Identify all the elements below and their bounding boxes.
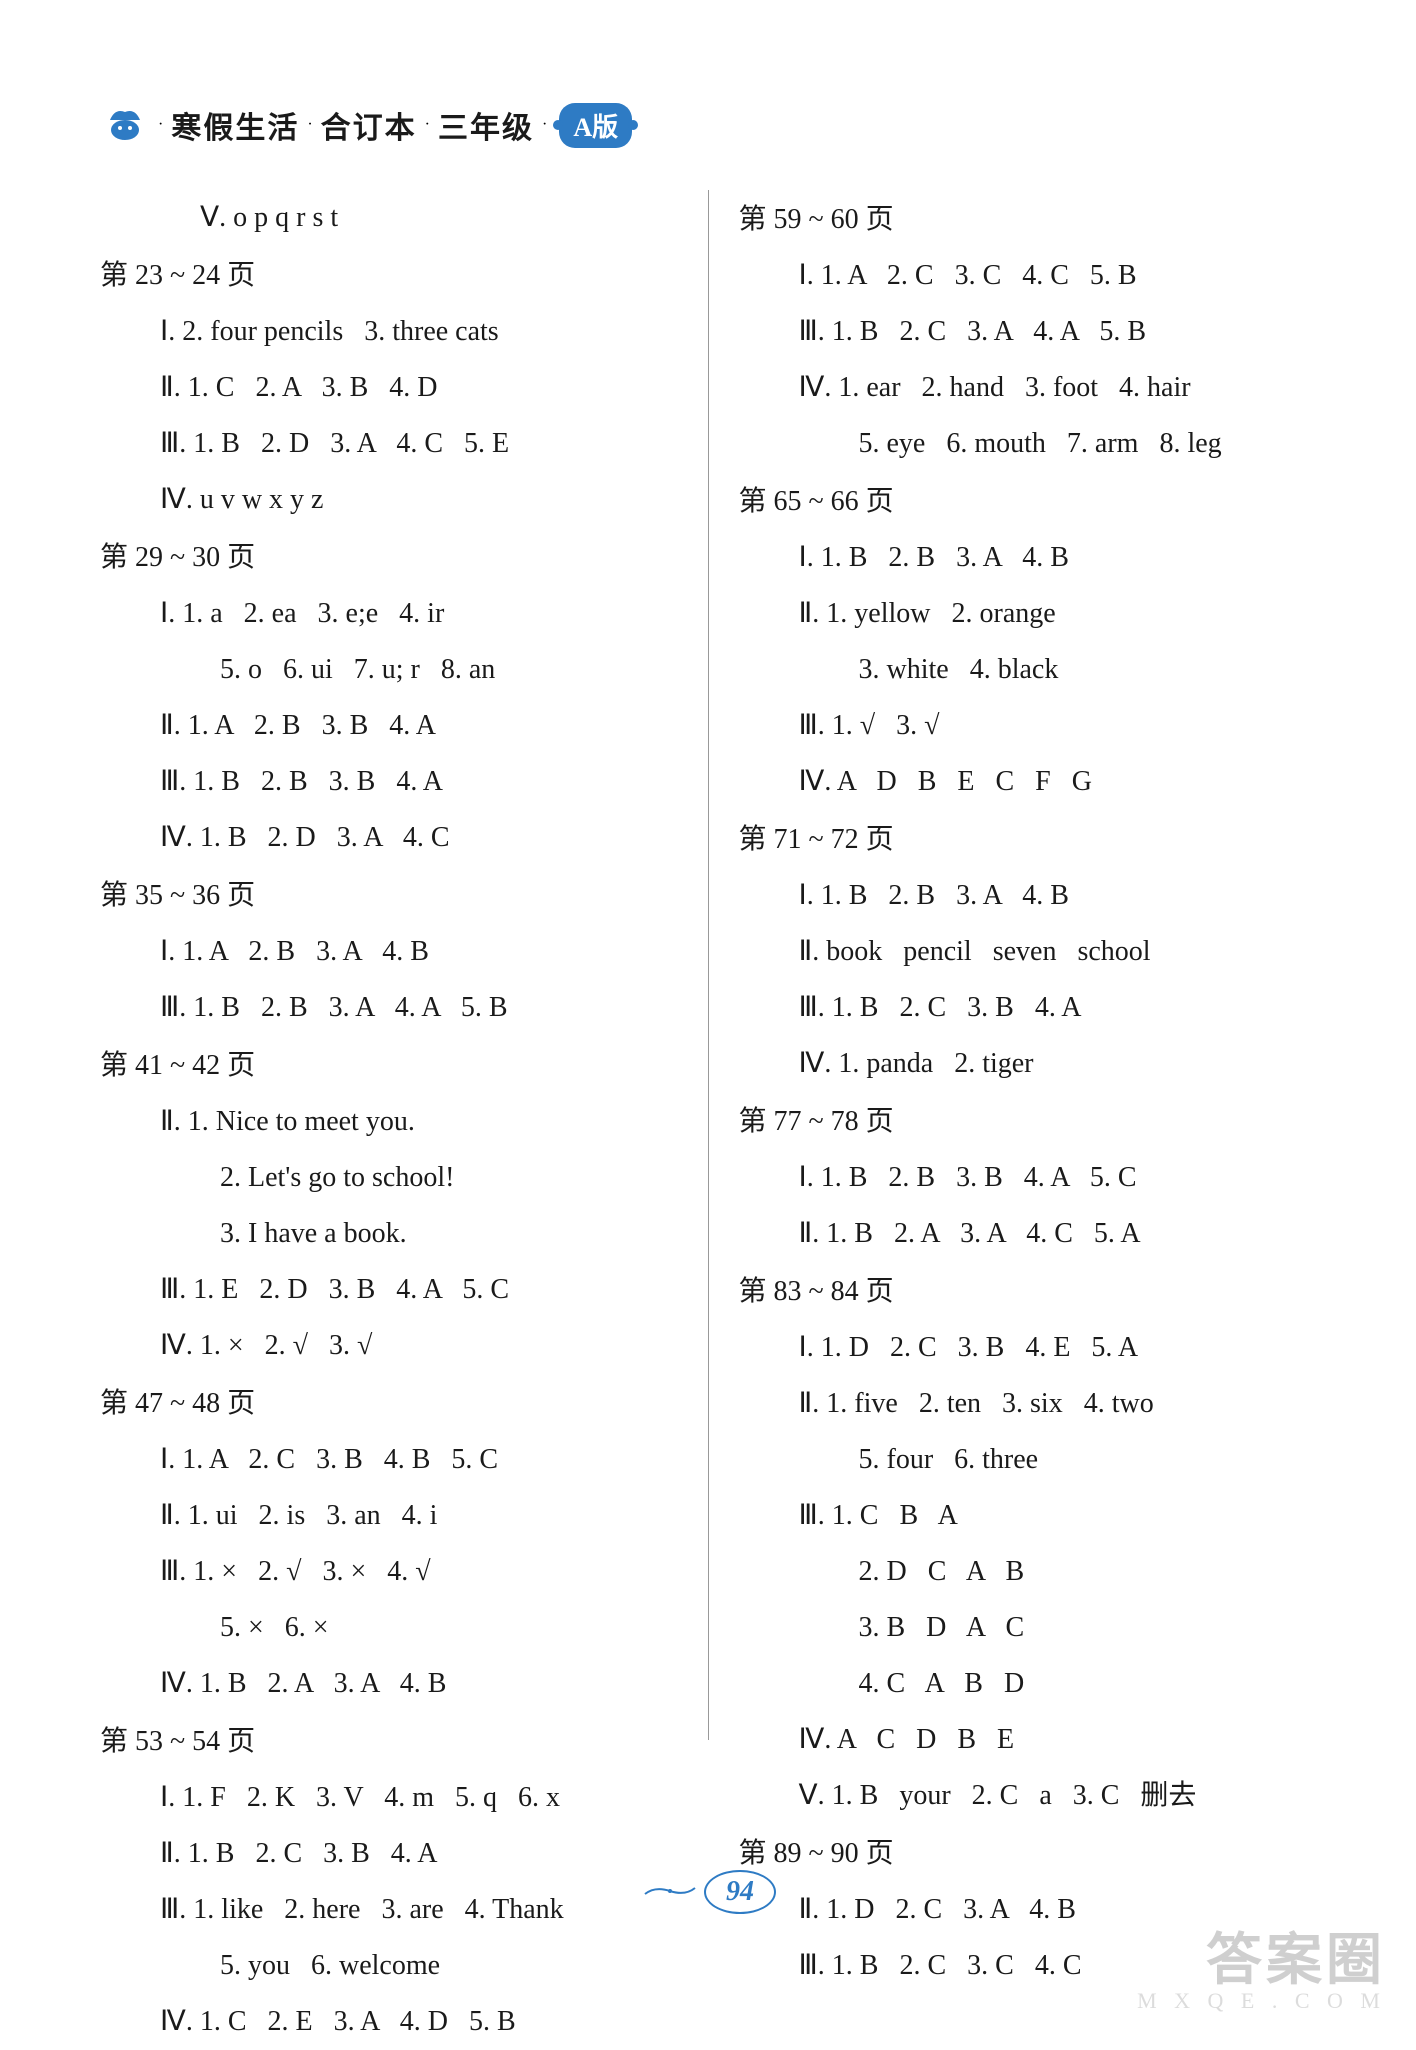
answer-line-continuation: 5. × 6. × (100, 1600, 678, 1656)
answer-line: Ⅲ. 1. like 2. here 3. are 4. Thank (100, 1882, 678, 1938)
page-number-ornament-icon (640, 1884, 700, 1898)
header-badge: A版 (559, 103, 632, 148)
section-heading: 第 53 ~ 54 页 (100, 1714, 678, 1770)
answer-line: Ⅳ. 1. B 2. A 3. A 4. B (100, 1656, 678, 1712)
answer-line: Ⅲ. 1. B 2. B 3. B 4. A (100, 754, 678, 810)
answer-line: Ⅳ. A C D B E (739, 1712, 1317, 1768)
answer-line: Ⅰ. 2. four pencils 3. three cats (100, 304, 678, 360)
answer-line: Ⅲ. 1. B 2. C 3. A 4. A 5. B (739, 304, 1317, 360)
page-number: 94 (704, 1870, 776, 1914)
answer-line-continuation: 3. I have a book. (100, 1206, 678, 1262)
section-heading: 第 41 ~ 42 页 (100, 1038, 678, 1094)
watermark: 答案圈 M X Q E . C O M (1137, 1915, 1386, 2014)
header-dot-2: · (307, 116, 312, 134)
answer-line: Ⅳ. 1. ear 2. hand 3. foot 4. hair (739, 360, 1317, 416)
answer-line: Ⅱ. 1. Nice to meet you. (100, 1094, 678, 1150)
answer-line: Ⅳ. 1. panda 2. tiger (739, 1036, 1317, 1092)
section-heading: 第 83 ~ 84 页 (739, 1264, 1317, 1320)
answer-line: Ⅲ. 1. E 2. D 3. B 4. A 5. C (100, 1262, 678, 1318)
header-title-1: 寒假生活 (171, 103, 299, 147)
answer-line: Ⅲ. 1. B 2. D 3. A 4. C 5. E (100, 416, 678, 472)
section-heading: 第 89 ~ 90 页 (739, 1826, 1317, 1882)
answer-line: Ⅱ. 1. five 2. ten 3. six 4. two (739, 1376, 1317, 1432)
answer-line-continuation: 5. you 6. welcome (100, 1938, 678, 1994)
answer-line-continuation: 3. white 4. black (739, 642, 1317, 698)
answer-line: Ⅰ. 1. A 2. B 3. A 4. B (100, 924, 678, 980)
answer-line: Ⅱ. 1. A 2. B 3. B 4. A (100, 698, 678, 754)
answer-line: Ⅰ. 1. B 2. B 3. B 4. A 5. C (739, 1150, 1317, 1206)
answer-line: Ⅱ. book pencil seven school (739, 924, 1317, 980)
answer-line: Ⅱ. 1. B 2. A 3. A 4. C 5. A (739, 1206, 1317, 1262)
content-columns: Ⅴ. o p q r s t第 23 ~ 24 页Ⅰ. 2. four penc… (100, 190, 1316, 1740)
header-icon (100, 100, 150, 150)
answer-line-continuation: 3. B D A C (739, 1600, 1317, 1656)
answer-line: Ⅳ. 1. × 2. √ 3. √ (100, 1318, 678, 1374)
header-dot-1: · (158, 116, 163, 134)
answer-line: Ⅳ. u v w x y z (100, 472, 678, 528)
answer-line-continuation: 2. Let's go to school! (100, 1150, 678, 1206)
section-heading: 第 65 ~ 66 页 (739, 474, 1317, 530)
answer-line: Ⅳ. A D B E C F G (739, 754, 1317, 810)
section-heading: 第 77 ~ 78 页 (739, 1094, 1317, 1150)
page-container: · 寒假生活 · 合订本 · 三年级 · A版 Ⅴ. o p q r s t第 … (0, 0, 1416, 2034)
header-dot-4: · (542, 116, 547, 134)
answer-line: Ⅰ. 1. A 2. C 3. B 4. B 5. C (100, 1432, 678, 1488)
section-heading: 第 71 ~ 72 页 (739, 812, 1317, 868)
answer-line: Ⅱ. 1. yellow 2. orange (739, 586, 1317, 642)
answer-line: Ⅰ. 1. a 2. ea 3. e;e 4. ir (100, 586, 678, 642)
answer-line: Ⅰ. 1. B 2. B 3. A 4. B (739, 530, 1317, 586)
answer-line: Ⅱ. 1. B 2. C 3. B 4. A (100, 1826, 678, 1882)
answer-line: Ⅲ. 1. B 2. B 3. A 4. A 5. B (100, 980, 678, 1036)
answer-line-continuation: 5. four 6. three (739, 1432, 1317, 1488)
answer-line: Ⅰ. 1. A 2. C 3. C 4. C 5. B (739, 248, 1317, 304)
header-title-2: 合订本 (321, 103, 417, 147)
watermark-sub: M X Q E . C O M (1137, 1988, 1386, 2014)
answer-line-continuation: 2. D C A B (739, 1544, 1317, 1600)
section-heading: 第 23 ~ 24 页 (100, 248, 678, 304)
answer-line: Ⅴ. 1. B your 2. C a 3. C 删去 (739, 1768, 1317, 1824)
header-title-3: 三年级 (438, 103, 534, 147)
answer-line: Ⅲ. 1. √ 3. √ (739, 698, 1317, 754)
page-header: · 寒假生活 · 合订本 · 三年级 · A版 (100, 100, 1316, 150)
page-number-container: 94 (640, 1870, 776, 1914)
answer-line: Ⅳ. 1. C 2. E 3. A 4. D 5. B (100, 1994, 678, 2050)
answer-line: Ⅱ. 1. ui 2. is 3. an 4. i (100, 1488, 678, 1544)
left-column: Ⅴ. o p q r s t第 23 ~ 24 页Ⅰ. 2. four penc… (100, 190, 708, 1740)
answer-line: Ⅲ. 1. B 2. C 3. B 4. A (739, 980, 1317, 1036)
answer-line-continuation: 5. eye 6. mouth 7. arm 8. leg (739, 416, 1317, 472)
section-heading: 第 29 ~ 30 页 (100, 530, 678, 586)
answer-line: Ⅳ. 1. B 2. D 3. A 4. C (100, 810, 678, 866)
section-heading: 第 35 ~ 36 页 (100, 868, 678, 924)
answer-line: Ⅲ. 1. × 2. √ 3. × 4. √ (100, 1544, 678, 1600)
answer-line-continuation: 4. C A B D (739, 1656, 1317, 1712)
right-column: 第 59 ~ 60 页Ⅰ. 1. A 2. C 3. C 4. C 5. BⅢ.… (708, 190, 1317, 1740)
answer-line-continuation: 5. o 6. ui 7. u; r 8. an (100, 642, 678, 698)
answer-line: Ⅴ. o p q r s t (100, 190, 678, 246)
header-dot-3: · (425, 116, 430, 134)
answer-line: Ⅲ. 1. C B A (739, 1488, 1317, 1544)
section-heading: 第 59 ~ 60 页 (739, 192, 1317, 248)
answer-line: Ⅰ. 1. B 2. B 3. A 4. B (739, 868, 1317, 924)
answer-line: Ⅰ. 1. F 2. K 3. V 4. m 5. q 6. x (100, 1770, 678, 1826)
section-heading: 第 47 ~ 48 页 (100, 1376, 678, 1432)
answer-line: Ⅱ. 1. C 2. A 3. B 4. D (100, 360, 678, 416)
watermark-main: 答案圈 (1137, 1915, 1386, 1996)
answer-line: Ⅰ. 1. D 2. C 3. B 4. E 5. A (739, 1320, 1317, 1376)
